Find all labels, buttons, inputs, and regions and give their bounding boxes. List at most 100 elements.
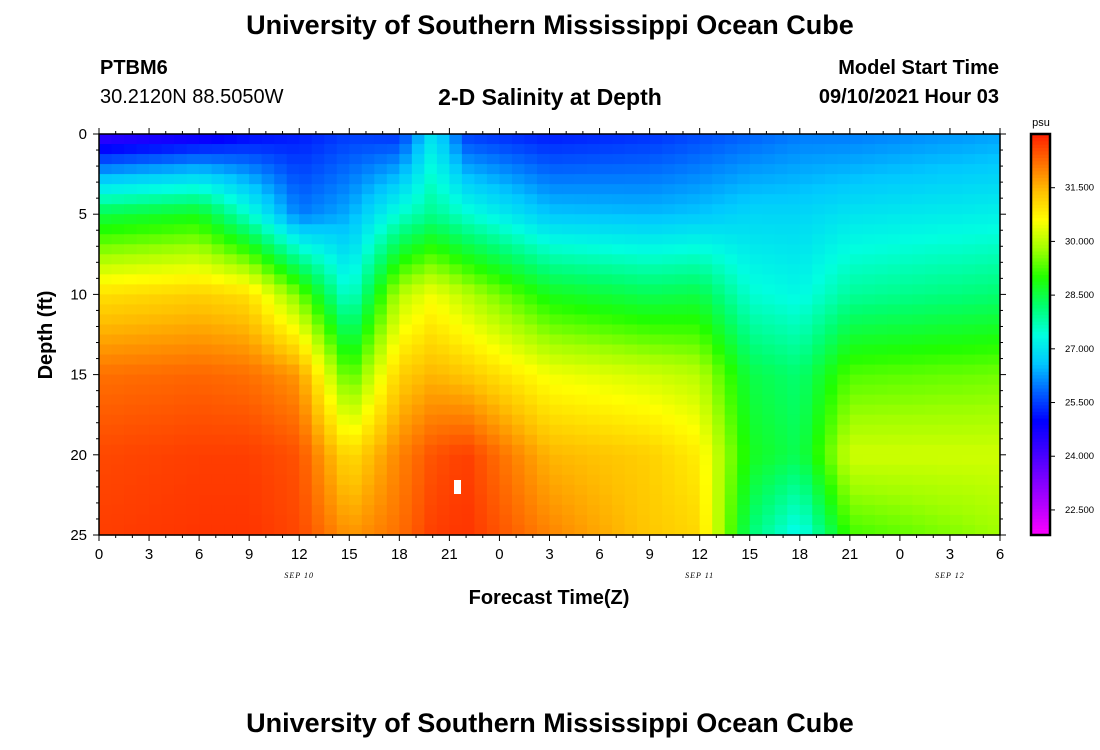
heatmap-cell xyxy=(99,184,113,195)
heatmap-cell xyxy=(186,304,200,316)
heatmap-cell xyxy=(749,194,763,205)
heatmap-cell xyxy=(349,204,363,215)
heatmap-cell xyxy=(174,214,188,225)
heatmap-cell xyxy=(874,484,888,496)
heatmap-cell xyxy=(336,184,350,195)
colorbar-swatch xyxy=(1031,414,1050,419)
heatmap-cell xyxy=(899,144,913,155)
heatmap-cell xyxy=(449,294,463,306)
heatmap-cell xyxy=(336,414,350,426)
heatmap-cell xyxy=(687,194,701,205)
heatmap-cell xyxy=(599,284,613,296)
heatmap-cell xyxy=(962,254,976,265)
heatmap-cell xyxy=(624,474,638,486)
heatmap-cell xyxy=(737,524,751,536)
heatmap-cell xyxy=(411,164,425,175)
colorbar-swatch xyxy=(1031,454,1050,459)
heatmap-cell xyxy=(211,384,225,396)
heatmap-cell xyxy=(812,244,826,255)
heatmap-cell xyxy=(687,164,701,175)
heatmap-cell xyxy=(249,154,263,165)
heatmap-cell xyxy=(536,284,551,296)
heatmap-cell xyxy=(912,474,926,486)
heatmap-cell xyxy=(849,354,863,366)
heatmap-cell xyxy=(311,414,325,426)
heatmap-cell xyxy=(749,174,763,185)
colorbar-swatch xyxy=(1031,424,1050,429)
heatmap-cell xyxy=(699,334,713,346)
station-location: 30.2120N 88.5050W xyxy=(100,86,284,108)
heatmap-cell xyxy=(962,264,976,275)
heatmap-cell xyxy=(587,194,601,205)
heatmap-cell xyxy=(962,524,976,536)
heatmap-cell xyxy=(499,384,513,396)
heatmap-cell xyxy=(724,314,738,326)
heatmap-cell xyxy=(762,474,776,486)
heatmap-cell xyxy=(274,434,288,446)
heatmap-cell xyxy=(474,334,488,346)
heatmap-cell xyxy=(436,344,450,356)
colorbar-swatch xyxy=(1031,404,1050,409)
heatmap-cell xyxy=(211,174,225,185)
heatmap-cell xyxy=(849,284,863,296)
heatmap-cell xyxy=(286,154,300,165)
heatmap-cell xyxy=(186,524,200,536)
heatmap-cell xyxy=(286,204,300,215)
heatmap-cell xyxy=(149,334,163,346)
heatmap-cell xyxy=(386,184,400,195)
heatmap-cell xyxy=(712,274,726,285)
heatmap-cell xyxy=(587,324,601,336)
heatmap-cell xyxy=(762,514,776,526)
heatmap-cell xyxy=(99,274,113,285)
heatmap-cell xyxy=(224,494,238,506)
heatmap-cell xyxy=(411,294,425,306)
heatmap-cell xyxy=(486,234,501,245)
heatmap-cell xyxy=(449,404,463,416)
heatmap-cell xyxy=(124,414,138,426)
heatmap-cell xyxy=(774,334,788,346)
heatmap-cell xyxy=(737,234,751,245)
heatmap-cell xyxy=(974,444,989,456)
heatmap-cell xyxy=(724,284,738,296)
heatmap-cell xyxy=(949,314,964,326)
heatmap-cell xyxy=(812,484,826,496)
heatmap-cell xyxy=(549,434,563,446)
heatmap-cell xyxy=(662,274,676,285)
heatmap-cell xyxy=(511,404,526,416)
heatmap-cell xyxy=(199,144,213,155)
heatmap-cell xyxy=(336,474,350,486)
heatmap-cell xyxy=(111,234,125,245)
heatmap-cell xyxy=(199,134,213,145)
heatmap-cell xyxy=(324,334,338,346)
heatmap-cell xyxy=(536,484,551,496)
heatmap-cell xyxy=(361,244,375,255)
heatmap-cell xyxy=(161,494,175,506)
heatmap-cell xyxy=(486,474,501,486)
colorbar-swatch xyxy=(1031,381,1050,386)
heatmap-cell xyxy=(612,504,626,516)
heatmap-cell xyxy=(149,524,163,536)
heatmap-cell xyxy=(224,204,238,215)
heatmap-cell xyxy=(386,504,400,516)
heatmap-cell xyxy=(624,444,638,456)
heatmap-cell xyxy=(199,454,213,466)
heatmap-cell xyxy=(136,334,150,346)
heatmap-cell xyxy=(712,524,726,536)
heatmap-cell xyxy=(662,344,676,356)
heatmap-cell xyxy=(461,134,476,145)
colorbar-swatch xyxy=(1031,421,1050,426)
heatmap-cell xyxy=(824,514,838,526)
heatmap-cell xyxy=(662,514,676,526)
heatmap-cell xyxy=(449,274,463,285)
heatmap-cell xyxy=(887,214,901,225)
heatmap-cell xyxy=(749,154,763,165)
heatmap-cell xyxy=(862,414,876,426)
heatmap-cell xyxy=(124,134,138,145)
heatmap-cell xyxy=(511,474,526,486)
heatmap-cell xyxy=(749,424,763,436)
heatmap-cell xyxy=(449,174,463,185)
heatmap-cell xyxy=(286,334,300,346)
heatmap-cell xyxy=(899,234,913,245)
heatmap-cell xyxy=(299,214,313,225)
heatmap-cell xyxy=(211,214,225,225)
